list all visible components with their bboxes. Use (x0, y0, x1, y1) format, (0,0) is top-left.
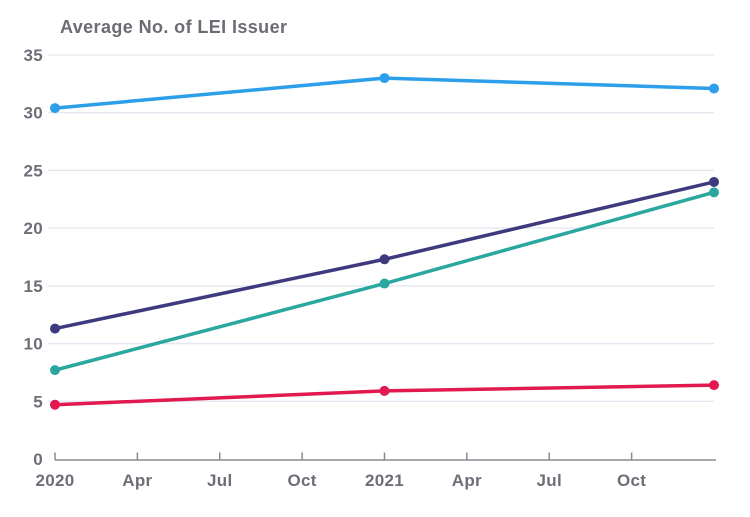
x-axis-tick-label: Jul (537, 471, 562, 490)
data-point-teal (379, 278, 390, 289)
x-axis-tick-label: Apr (122, 471, 152, 490)
data-point-light-blue (379, 73, 390, 84)
data-point-dark-purple (50, 323, 60, 334)
data-point-red (379, 385, 390, 396)
data-point-light-blue (709, 83, 719, 94)
data-point-teal (50, 365, 60, 376)
y-axis-tick-label: 10 (23, 335, 43, 354)
x-axis-tick-label: Oct (617, 471, 646, 490)
data-point-red (50, 399, 60, 410)
x-axis-tick-label: 2021 (365, 471, 404, 490)
data-point-teal (709, 187, 719, 198)
y-axis-tick-label: 0 (33, 450, 43, 469)
x-axis-tick-label: Oct (288, 471, 317, 490)
x-axis-tick-label: 2020 (35, 471, 74, 490)
y-axis-tick-label: 5 (33, 392, 43, 411)
data-point-dark-purple (709, 176, 719, 187)
y-axis-tick-label: 15 (23, 277, 43, 296)
y-axis-tick-label: 35 (23, 46, 43, 65)
chart-title: Average No. of LEI Issuer (60, 17, 288, 37)
y-axis-tick-label: 25 (23, 161, 43, 180)
data-point-light-blue (50, 103, 60, 114)
data-point-dark-purple (379, 254, 390, 265)
y-axis-tick-label: 30 (23, 104, 43, 123)
data-point-red (709, 380, 719, 391)
x-axis-tick-label: Jul (207, 471, 232, 490)
y-axis-tick-label: 20 (23, 219, 43, 238)
x-axis-tick-label: Apr (452, 471, 482, 490)
